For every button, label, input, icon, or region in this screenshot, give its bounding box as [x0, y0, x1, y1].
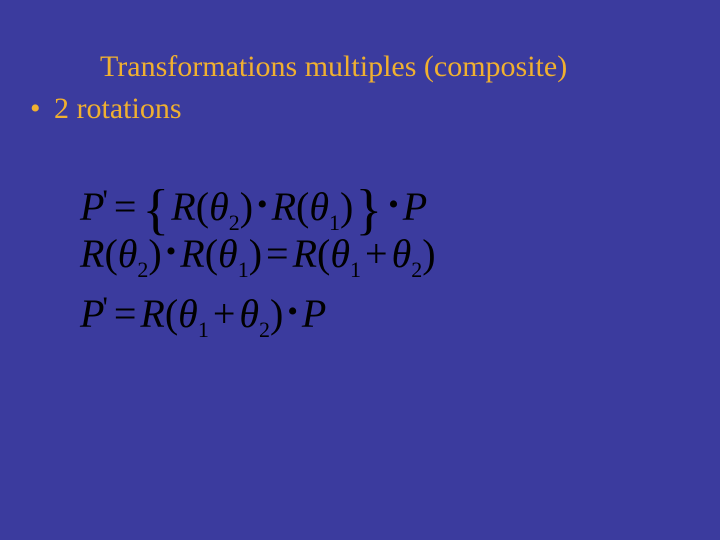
bullet-marker: • — [30, 92, 41, 125]
bullet-text: 2 rotations — [48, 92, 182, 125]
lparen: ( — [165, 291, 178, 336]
rparen: ) — [249, 231, 262, 276]
var-P: P — [403, 183, 427, 230]
lparen: ( — [205, 231, 218, 276]
var-R: R — [80, 230, 104, 277]
rparen: ) — [422, 231, 435, 276]
var-theta: θ — [209, 183, 229, 230]
var-R: R — [293, 230, 317, 277]
rparen: ) — [148, 231, 161, 276]
rparen: ) — [270, 291, 283, 336]
var-theta: θ — [118, 230, 138, 277]
cdot: • — [162, 235, 181, 268]
var-theta: θ — [239, 290, 259, 337]
cdot: • — [283, 295, 302, 328]
plus: + — [209, 291, 240, 336]
cdot: • — [253, 188, 272, 221]
equals: = — [110, 291, 141, 336]
var-theta: θ — [309, 183, 329, 230]
equals: = — [110, 184, 141, 229]
lparen: ( — [296, 184, 309, 229]
var-theta: θ — [392, 230, 412, 277]
sub-2: 2 — [411, 257, 422, 282]
var-P: P — [302, 290, 326, 337]
var-theta: θ — [218, 230, 238, 277]
lparen: ( — [104, 231, 117, 276]
equation-line-2: R(θ2)•R(θ1)=R(θ1+θ2) — [80, 230, 436, 290]
slide-title: Transformations multiples (composite) — [100, 50, 567, 84]
lparen: ( — [196, 184, 209, 229]
plus: + — [361, 231, 392, 276]
equation-block: P'={R(θ2)•R(θ1)}•P R(θ2)•R(θ1)=R(θ1+θ2) … — [80, 170, 436, 350]
sub-1: 1 — [238, 257, 249, 282]
lparen: ( — [317, 231, 330, 276]
var-P: P — [80, 290, 104, 337]
var-P: P — [80, 183, 104, 230]
equation-line-1: P'={R(θ2)•R(θ1)}•P — [80, 170, 436, 230]
var-theta: θ — [330, 230, 350, 277]
bullet-item: • 2 rotations — [30, 92, 182, 126]
var-R: R — [140, 290, 164, 337]
cdot: • — [384, 188, 403, 221]
sub-1: 1 — [350, 257, 361, 282]
prime: ' — [102, 291, 107, 324]
var-R: R — [272, 183, 296, 230]
var-theta: θ — [178, 290, 198, 337]
sub-1: 1 — [198, 317, 209, 342]
rparen: ) — [240, 184, 253, 229]
var-R: R — [171, 183, 195, 230]
equals: = — [262, 231, 293, 276]
var-R: R — [180, 230, 204, 277]
prime: ' — [102, 184, 107, 217]
equation-line-3: P'=R(θ1+θ2)•P — [80, 290, 436, 350]
sub-2: 2 — [137, 257, 148, 282]
rparen: ) — [340, 184, 353, 229]
sub-2: 2 — [259, 317, 270, 342]
